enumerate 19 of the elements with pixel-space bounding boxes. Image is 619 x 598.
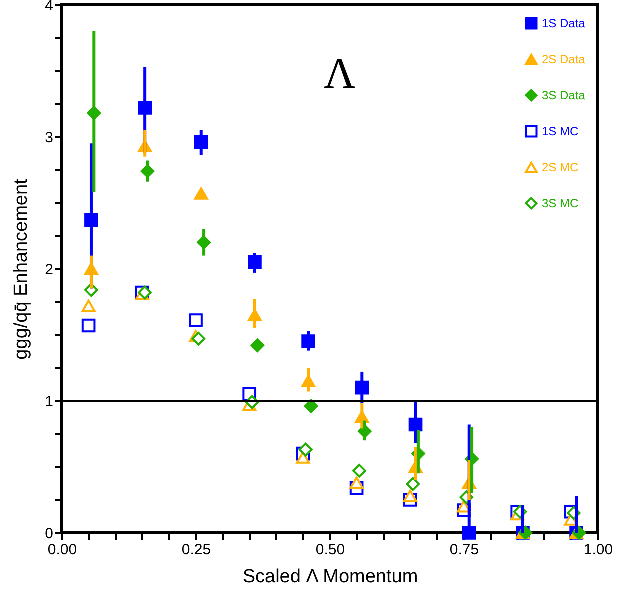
- y-axis-title: ggg/qq̄ Enhancement: [11, 178, 32, 360]
- x-tick-label: 0.75: [450, 542, 480, 558]
- legend-label: 3S Data: [542, 88, 586, 102]
- x-axis-title: Scaled Λ Momentum: [242, 566, 418, 588]
- annotation: Λ: [324, 49, 356, 98]
- x-tick-label: 1.00: [584, 542, 614, 558]
- x-tick-label: 0.50: [316, 542, 346, 558]
- legend-label: 1S MC: [542, 124, 580, 138]
- legend-label: 2S Data: [542, 52, 586, 66]
- y-tick-label: 1: [45, 394, 54, 410]
- y-tick-label: 3: [45, 130, 54, 146]
- y-tick-label: 0: [45, 526, 54, 542]
- y-tick-label: 4: [45, 0, 54, 14]
- x-tick-label: 0.25: [182, 542, 212, 558]
- y-tick-label: 2: [45, 262, 54, 278]
- x-tick-label: 0.00: [48, 542, 78, 558]
- legend-label: 2S MC: [542, 160, 580, 174]
- legend-label: 1S Data: [542, 16, 586, 30]
- legend-label: 3S MC: [542, 196, 580, 210]
